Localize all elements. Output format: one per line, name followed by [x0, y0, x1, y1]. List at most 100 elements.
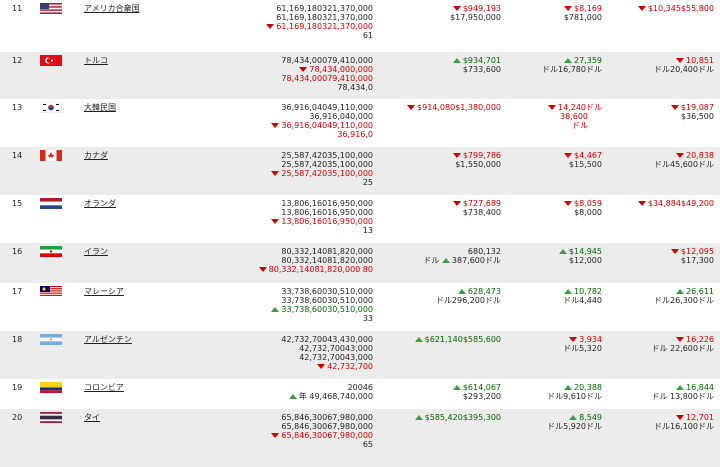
population-cell: 13,806,16016,950,000 13,806,16016,950,00…	[230, 199, 373, 235]
per-capita-cell: $19,087 $36,500	[604, 103, 714, 121]
up-arrow-icon	[414, 337, 423, 342]
population-cell: 80,332,14081,820,000 80,332,14081,820,00…	[230, 247, 373, 274]
up-arrow-icon	[457, 289, 466, 294]
down-arrow-icon	[271, 433, 280, 438]
down-arrow-icon	[317, 364, 326, 369]
up-arrow-icon	[564, 58, 572, 63]
down-arrow-icon	[452, 201, 461, 206]
ppp-cell: 10,782 ドル4,440	[563, 287, 602, 305]
down-arrow-icon	[569, 337, 578, 342]
down-arrow-icon	[271, 171, 280, 176]
up-arrow-icon	[564, 289, 572, 294]
ppp-cell: 27,359 ドル16,780ドル	[542, 56, 602, 74]
country-link[interactable]: トルコ	[84, 56, 108, 65]
country-link[interactable]: マレーシア	[84, 287, 124, 296]
gdp-cell: 680,132 ドル 387,600ドル	[423, 247, 501, 265]
up-arrow-icon	[676, 385, 684, 390]
gdp-cell: $614,067 $293,200	[375, 383, 501, 401]
us-flag-icon	[40, 3, 62, 14]
down-arrow-icon	[266, 24, 275, 29]
gdp-cell: $914,080$1,380,000	[375, 103, 501, 112]
per-capita-cell: 20,838 ドル45,600ドル	[654, 151, 714, 169]
rank-cell: 15	[12, 199, 23, 208]
up-arrow-icon	[564, 385, 572, 390]
per-capita-cell: $34,884$49,200	[604, 199, 714, 208]
table-row: 14 カナダ 25,587,42035,100,000 25,587,42035…	[0, 147, 720, 195]
ppp-cell: 8,549 ドル5,920ドル	[547, 413, 602, 431]
down-arrow-icon	[407, 105, 416, 110]
country-link[interactable]: タイ	[84, 413, 100, 422]
country-link[interactable]: アルゼンチン	[84, 335, 132, 344]
country-link[interactable]: アメリカ合衆国	[84, 4, 140, 13]
down-arrow-icon	[670, 249, 679, 254]
down-arrow-icon	[564, 6, 572, 11]
korea-flag-icon	[40, 102, 62, 113]
up-arrow-icon	[558, 249, 567, 254]
country-link[interactable]: 大韓民国	[84, 103, 116, 112]
turkey-flag-icon	[40, 55, 62, 66]
population-cell: 36,916,04049,110,000 36,916,040,000 36,9…	[230, 103, 373, 139]
down-arrow-icon	[564, 153, 572, 158]
up-arrow-icon	[288, 394, 297, 399]
down-arrow-icon	[452, 153, 461, 158]
table-row: 13 大韓民国 36,916,04049,110,000 36,916,040,…	[0, 99, 720, 147]
rank-cell: 12	[12, 56, 23, 65]
per-capita-cell: 16,226 ドル 22,600ドル	[651, 335, 714, 353]
ppp-cell: $14,945 $12,000	[505, 247, 602, 265]
ppp-cell: $4,467 $15,500	[505, 151, 602, 169]
rank-cell: 20	[12, 413, 23, 422]
population-cell: 65,846,30067,980,000 65,846,30067,980,00…	[230, 413, 373, 449]
canada-flag-icon	[40, 150, 62, 161]
rank-cell: 17	[12, 287, 23, 296]
table-row: 20 タイ 65,846,30067,980,000 65,846,30067,…	[0, 409, 720, 467]
per-capita-cell: $10,345$55,800	[604, 4, 714, 13]
down-arrow-icon	[676, 337, 684, 342]
per-capita-cell: $12,095 $17,300	[604, 247, 714, 265]
country-link[interactable]: イラン	[84, 247, 108, 256]
ppp-cell: $8,169 $781,000	[563, 4, 602, 22]
colombia-flag-icon	[40, 382, 62, 393]
down-arrow-icon	[271, 219, 280, 224]
population-cell: 33,738,60030,510,000 33,738,60030,510,00…	[230, 287, 373, 323]
table-row: 12 トルコ 78,434,00079,410,000 78,434,000,0…	[0, 52, 720, 99]
ppp-cell: 3,934 ドル5,320	[563, 335, 602, 353]
down-arrow-icon	[670, 105, 679, 110]
per-capita-cell: 12,701 ドル16,100ドル	[654, 413, 714, 431]
up-arrow-icon	[452, 385, 461, 390]
malaysia-flag-icon	[40, 286, 62, 297]
rank-cell: 18	[12, 335, 23, 344]
country-link[interactable]: オランダ	[84, 199, 116, 208]
down-arrow-icon	[271, 123, 280, 128]
population-cell: 25,587,42035,100,000 25,587,42035,100,00…	[230, 151, 373, 187]
down-arrow-icon	[676, 415, 684, 420]
country-link[interactable]: カナダ	[84, 151, 108, 160]
up-arrow-icon	[271, 307, 280, 312]
argentina-flag-icon	[40, 334, 62, 345]
gdp-cell: 628,473 ドル296,200ドル	[435, 287, 501, 305]
per-capita-cell: 16,844 ドル 13,800ドル	[651, 383, 714, 401]
netherlands-flag-icon	[40, 198, 62, 209]
population-cell: 78,434,00079,410,000 78,434,000,000 78,4…	[281, 56, 373, 92]
per-capita-cell: 26,611 ドル26,300ドル	[654, 287, 714, 305]
down-arrow-icon	[299, 67, 308, 72]
ppp-cell: 14,240ドル 38,600 ドル	[505, 103, 602, 130]
table-row: 19 コロンビア 20046 年 49,468,740,000 $614,067…	[0, 379, 720, 409]
ppp-cell: $8,059 $8,000	[505, 199, 602, 217]
up-arrow-icon	[414, 415, 423, 420]
rank-cell: 19	[12, 383, 23, 392]
table-row: 18 アルゼンチン 42,732,70043,430,000 42,732,70…	[0, 331, 720, 379]
gdp-cell: $727,689 $738,400	[375, 199, 501, 217]
country-link[interactable]: コロンビア	[84, 383, 124, 392]
up-arrow-icon	[676, 289, 684, 294]
iran-flag-icon	[40, 246, 62, 257]
table-row: 16 イラン 80,332,14081,820,000 80,332,14081…	[0, 243, 720, 283]
gdp-cell: $621,140$585,600	[375, 335, 501, 344]
down-arrow-icon	[676, 58, 684, 63]
down-arrow-icon	[564, 201, 572, 206]
thailand-flag-icon	[40, 412, 62, 423]
gdp-cell: $799,786 $1,550,000	[375, 151, 501, 169]
population-cell: 61,169,180321,370,000 61,169,180321,370,…	[230, 4, 373, 40]
rank-cell: 13	[12, 103, 23, 112]
down-arrow-icon	[452, 6, 461, 11]
